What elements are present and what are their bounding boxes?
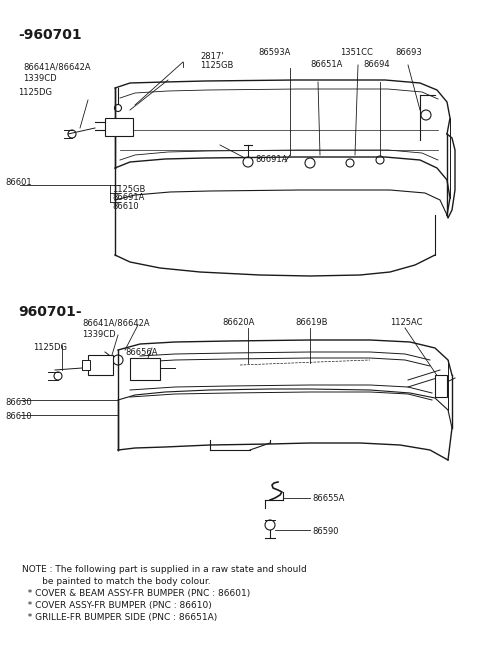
Text: 86601: 86601 — [5, 178, 32, 187]
Text: 86619B: 86619B — [295, 318, 327, 327]
Text: 1125DG: 1125DG — [33, 343, 67, 352]
Bar — [88, 355, 113, 375]
Text: 1125DG: 1125DG — [18, 88, 52, 97]
Text: 1125AC: 1125AC — [390, 318, 422, 327]
Text: 86641A/86642A: 86641A/86642A — [82, 318, 150, 327]
Text: * COVER ASSY-FR BUMPER (PNC : 86610): * COVER ASSY-FR BUMPER (PNC : 86610) — [22, 601, 212, 610]
Text: * GRILLE-FR BUMPER SIDE (PNC : 86651A): * GRILLE-FR BUMPER SIDE (PNC : 86651A) — [22, 613, 217, 622]
Text: 1351CC: 1351CC — [340, 48, 373, 57]
Text: 86691A: 86691A — [112, 193, 144, 202]
Text: -960701: -960701 — [18, 28, 82, 42]
Bar — [130, 358, 160, 380]
Text: 86593A: 86593A — [258, 48, 290, 57]
Text: 2817': 2817' — [200, 52, 224, 61]
Text: 86693: 86693 — [395, 48, 422, 57]
Text: be painted to match the body colour.: be painted to match the body colour. — [22, 577, 211, 586]
Text: 1125GB: 1125GB — [112, 185, 145, 194]
Text: 1125GB: 1125GB — [200, 61, 233, 70]
Text: 86630: 86630 — [5, 398, 32, 407]
Bar — [435, 375, 447, 397]
Bar — [105, 118, 133, 136]
Text: 86656A: 86656A — [125, 348, 157, 357]
Text: 1339CD: 1339CD — [82, 330, 116, 339]
Text: 86691A: 86691A — [255, 155, 288, 164]
Text: 86651A: 86651A — [310, 60, 342, 69]
Text: 86655A: 86655A — [312, 494, 344, 503]
Text: * COVER & BEAM ASSY-FR BUMPER (PNC : 86601): * COVER & BEAM ASSY-FR BUMPER (PNC : 866… — [22, 589, 250, 598]
Text: 86620A: 86620A — [222, 318, 254, 327]
Text: 86610: 86610 — [5, 412, 32, 421]
Text: 960701-: 960701- — [18, 305, 82, 319]
Text: 86641A/86642A: 86641A/86642A — [23, 62, 91, 71]
Text: NOTE : The following part is supplied in a raw state and should: NOTE : The following part is supplied in… — [22, 565, 307, 574]
Text: 86610: 86610 — [112, 202, 139, 211]
Bar — [82, 360, 90, 370]
Text: 1339CD: 1339CD — [23, 74, 57, 83]
Text: 86590: 86590 — [312, 527, 338, 536]
Text: 86694: 86694 — [363, 60, 390, 69]
